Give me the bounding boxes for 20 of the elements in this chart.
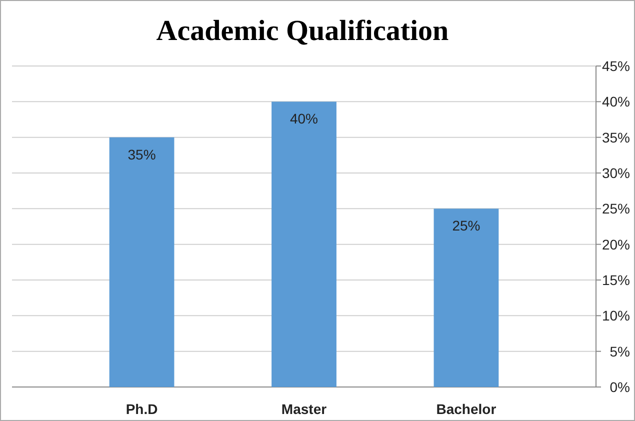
y-tick-label: 5% <box>610 343 630 360</box>
data-label: 40% <box>290 110 318 127</box>
y-tick-label: 30% <box>602 165 630 181</box>
y-tick-label: 45% <box>602 58 630 74</box>
bar <box>434 208 499 387</box>
x-tick-label: Bachelor <box>436 401 497 417</box>
bar <box>109 137 174 387</box>
data-label: 25% <box>452 218 480 234</box>
y-tick-label: 20% <box>602 236 630 252</box>
y-tick-label: 35% <box>602 129 630 146</box>
data-label: 35% <box>128 146 156 162</box>
y-tick-label: 10% <box>602 308 630 324</box>
y-tick-label: 25% <box>602 200 630 217</box>
x-tick-label: Master <box>281 401 328 417</box>
y-tick-label: 0% <box>610 379 630 395</box>
y-tick-label: 15% <box>602 272 630 288</box>
x-tick-label: Ph.D <box>126 401 158 417</box>
bar <box>272 102 336 387</box>
chart-title: Academic Qualification <box>156 15 449 47</box>
y-tick-label: 40% <box>602 94 630 110</box>
